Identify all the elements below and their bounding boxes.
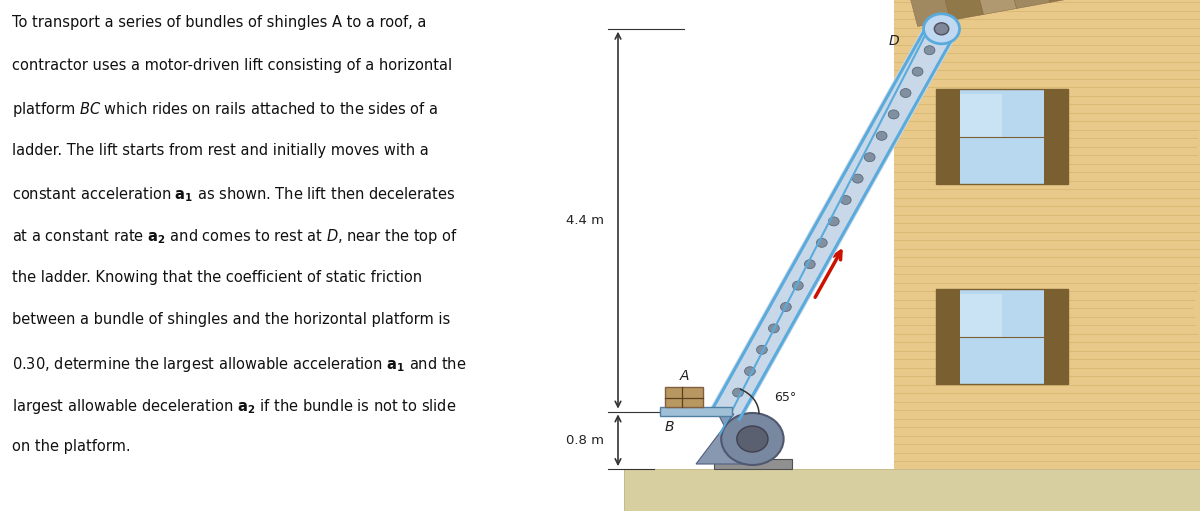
Text: platform $\it{BC}$ which rides on rails attached to the sides of a: platform $\it{BC}$ which rides on rails … (12, 100, 438, 119)
Bar (960, 294, 1002, 337)
Bar (1044, 289, 1068, 384)
Circle shape (732, 388, 743, 397)
Bar (660, 407, 732, 416)
Text: C: C (732, 420, 742, 434)
Circle shape (935, 23, 949, 35)
Polygon shape (1038, 0, 1082, 3)
Bar (960, 89, 1044, 184)
Polygon shape (906, 0, 950, 27)
Circle shape (840, 196, 851, 204)
Circle shape (804, 260, 815, 269)
Circle shape (924, 45, 935, 55)
Text: To transport a series of bundles of shingles A to a roof, a: To transport a series of bundles of shin… (12, 15, 426, 30)
Text: between a bundle of shingles and the horizontal platform is: between a bundle of shingles and the hor… (12, 312, 450, 327)
Circle shape (888, 110, 899, 119)
Polygon shape (1006, 0, 1050, 9)
Bar (960, 94, 1002, 136)
Bar (936, 289, 960, 384)
Text: at a constant rate $\mathbf{a_2}$ and comes to rest at $\it{D}$, near the top of: at a constant rate $\mathbf{a_2}$ and co… (12, 227, 457, 246)
Text: $\mathbf{a_1}$: $\mathbf{a_1}$ (784, 273, 803, 289)
Circle shape (852, 174, 863, 183)
Text: ladder. The lift starts from rest and initially moves with a: ladder. The lift starts from rest and in… (12, 143, 428, 157)
Bar (894, 0, 1200, 469)
Bar (714, 459, 792, 469)
Text: contractor uses a motor-driven lift consisting of a horizontal: contractor uses a motor-driven lift cons… (12, 58, 451, 73)
Bar (936, 289, 1068, 384)
Bar (624, 469, 1200, 511)
Circle shape (924, 14, 960, 44)
Text: the ladder. Knowing that the coefficient of static friction: the ladder. Knowing that the coefficient… (12, 270, 421, 285)
Text: largest allowable deceleration $\mathbf{a_2}$ if the bundle is not to slide: largest allowable deceleration $\mathbf{… (12, 397, 456, 416)
Text: 4.4 m: 4.4 m (565, 214, 604, 227)
Text: on the platform.: on the platform. (12, 439, 130, 454)
Circle shape (737, 426, 768, 452)
Circle shape (828, 217, 839, 226)
Text: 0.8 m: 0.8 m (565, 434, 604, 447)
Circle shape (864, 153, 875, 161)
Circle shape (756, 345, 767, 354)
Circle shape (780, 303, 791, 312)
Circle shape (900, 88, 911, 98)
Text: 0.30, determine the largest allowable acceleration $\mathbf{a_1}$ and the: 0.30, determine the largest allowable ac… (12, 355, 466, 374)
Bar (1044, 89, 1068, 184)
Text: constant acceleration $\mathbf{a_1}$ as shown. The lift then decelerates: constant acceleration $\mathbf{a_1}$ as … (12, 185, 455, 204)
Bar (936, 89, 960, 184)
Circle shape (744, 367, 755, 376)
Bar (960, 289, 1044, 384)
Circle shape (721, 413, 784, 465)
Bar (665, 387, 703, 407)
Polygon shape (710, 22, 958, 420)
Circle shape (816, 238, 827, 247)
Circle shape (876, 131, 887, 141)
Circle shape (912, 67, 923, 76)
Text: B: B (665, 420, 674, 434)
Circle shape (768, 324, 779, 333)
Text: D: D (889, 34, 900, 48)
Bar (936, 89, 1068, 184)
Text: 65°: 65° (774, 391, 797, 404)
Polygon shape (1194, 0, 1200, 469)
Polygon shape (940, 0, 984, 20)
Polygon shape (696, 414, 744, 464)
Circle shape (792, 281, 803, 290)
Polygon shape (972, 0, 1016, 14)
Text: A: A (679, 369, 689, 383)
